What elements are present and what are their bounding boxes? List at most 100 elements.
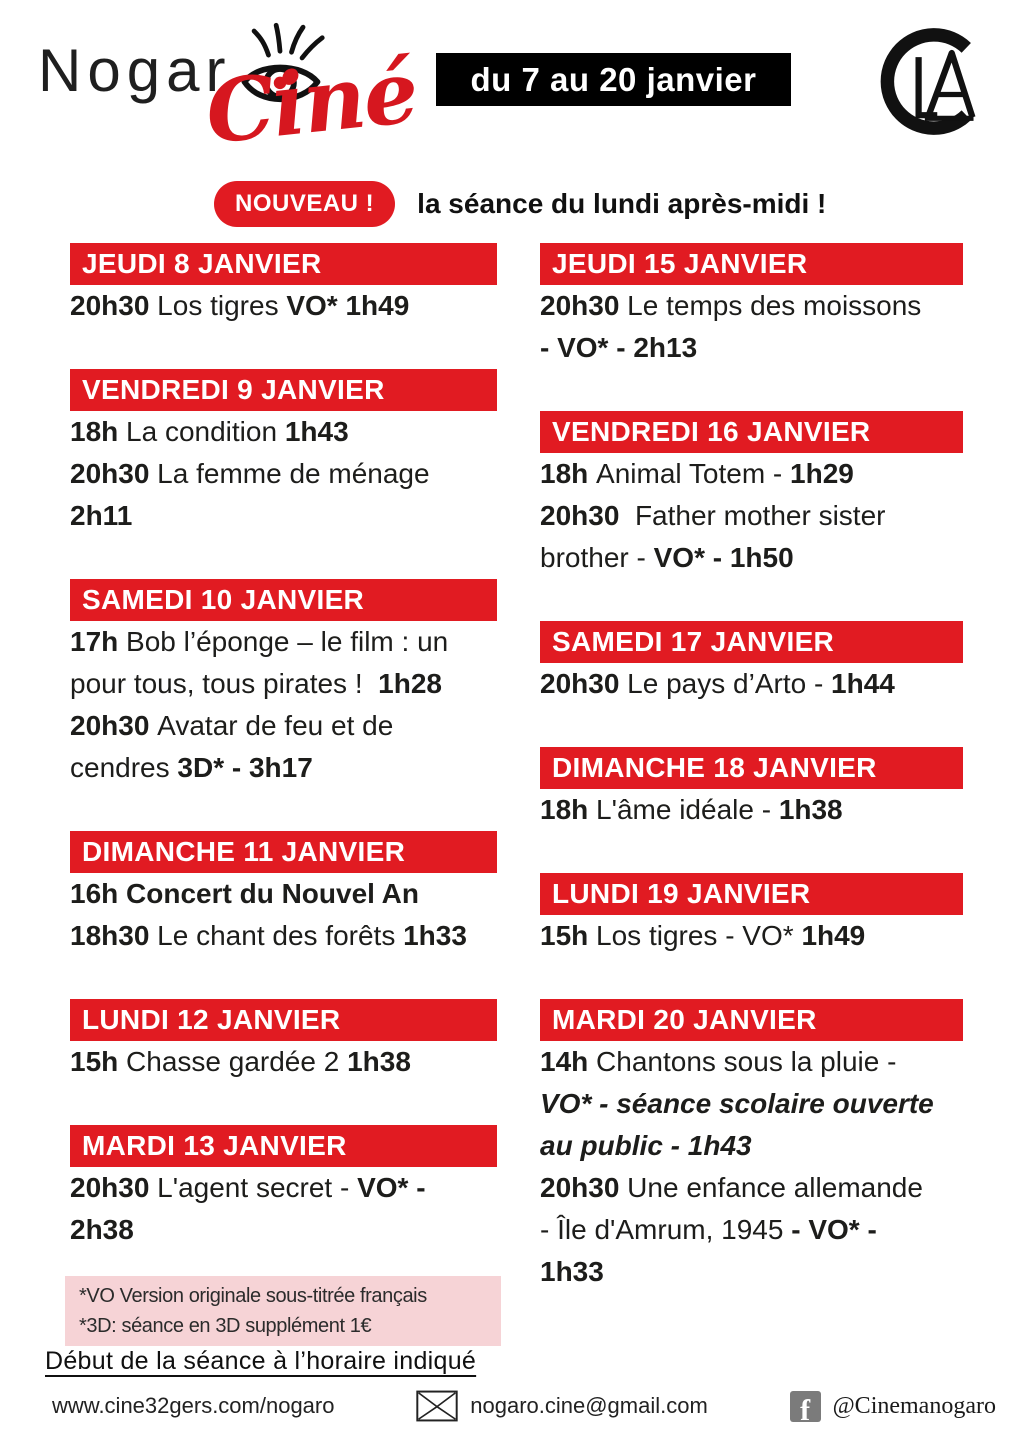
text-segment: Father mother sister <box>634 500 886 531</box>
footer-website: www.cine32gers.com/nogaro <box>52 1393 334 1419</box>
text-segment: L'agent secret - <box>157 1172 358 1203</box>
day-header: SAMEDI 17 JANVIER <box>540 621 963 663</box>
text-segment: VO* - <box>357 1172 426 1203</box>
text-segment: 1h33 <box>403 920 467 951</box>
showtime-line: 20h30 Father mother sister <box>540 495 963 537</box>
showtime-line: 20h30 L'agent secret - VO* - <box>70 1167 497 1209</box>
text-segment: La condition <box>126 416 285 447</box>
showtime-line: brother - VO* - 1h50 <box>540 537 963 579</box>
schedule-columns: JEUDI 8 JANVIER 20h30 Los tigres VO* 1h49… <box>70 243 970 1335</box>
showtime-line: 14h Chantons sous la pluie - <box>540 1041 963 1083</box>
day-header: SAMEDI 10 JANVIER <box>70 579 497 621</box>
text-segment: VO* - séance scolaire ouverte <box>540 1088 934 1119</box>
day-block: LUNDI 12 JANVIER 15h Chasse gardée 2 1h38 <box>70 999 497 1083</box>
text-segment: 20h30 <box>540 668 628 699</box>
footer-facebook: f @Cinemanogaro <box>789 1390 996 1422</box>
eye-icon <box>241 22 325 103</box>
facebook-handle: @Cinemanogaro <box>832 1392 996 1419</box>
text-segment: L'âme idéale - <box>596 794 779 825</box>
showtime-line: 18h La condition 1h43 <box>70 411 497 453</box>
notes-box: *VO Version originale sous-titrée frança… <box>65 1276 501 1346</box>
day-header: MARDI 13 JANVIER <box>70 1125 497 1167</box>
showtime-line: 18h Animal Totem - 1h29 <box>540 453 963 495</box>
day-block: LUNDI 19 JANVIER 15h Los tigres - VO* 1h4… <box>540 873 963 957</box>
text-segment: - VO* - <box>791 1214 877 1245</box>
text-segment: Le pays d’Arto - <box>627 668 832 699</box>
text-segment: 18h30 <box>70 920 158 951</box>
showtime-line: 20h30 Le pays d’Arto - 1h44 <box>540 663 963 705</box>
showtime-line: 20h30 Une enfance allemande <box>540 1167 963 1209</box>
text-segment: 1h49 <box>801 920 866 951</box>
text-segment: 20h30 <box>540 1172 628 1203</box>
text-segment: 20h30 <box>540 290 628 321</box>
text-segment: 2h11 <box>70 500 133 531</box>
day-block: SAMEDI 10 JANVIER 17h Bob l’éponge – le f… <box>70 579 497 789</box>
day-header: VENDREDI 9 JANVIER <box>70 369 497 411</box>
day-block: DIMANCHE 18 JANVIER 18h L'âme idéale - 1h… <box>540 747 963 831</box>
text-segment: 3D* - 3h17 <box>177 752 313 783</box>
text-segment: Animal Totem - <box>596 458 791 489</box>
text-segment: Bob l’éponge – le film : un <box>126 626 449 657</box>
showtime-line: 20h30 Le temps des moissons <box>540 285 963 327</box>
day-block: JEUDI 15 JANVIER 20h30 Le temps des moiss… <box>540 243 963 369</box>
showtime-line: 15h Los tigres - VO* 1h49 <box>540 915 963 957</box>
text-segment: 18h <box>70 416 127 447</box>
schedule-column: JEUDI 8 JANVIER 20h30 Los tigres VO* 1h49… <box>70 243 497 1335</box>
showtime-line: 1h33 <box>540 1251 963 1293</box>
text-segment: 15h <box>540 920 597 951</box>
nouveau-badge: NOUVEAU ! <box>214 181 396 227</box>
showtime-line: 2h38 <box>70 1209 497 1251</box>
text-segment: 20h30 <box>70 1172 158 1203</box>
text-segment: 18h <box>540 794 597 825</box>
text-segment: 14h <box>540 1046 597 1077</box>
email-text: nogaro.cine@gmail.com <box>470 1393 708 1418</box>
cla-monogram-icon <box>880 28 976 135</box>
showtime-line: au public - 1h43 <box>540 1125 963 1167</box>
text-segment: 1h28 <box>378 668 442 699</box>
note-line-3d: *3D: séance en 3D supplément 1€ <box>79 1315 372 1337</box>
showtime-line: 20h30 Avatar de feu et de <box>70 705 497 747</box>
day-block: SAMEDI 17 JANVIER 20h30 Le pays d’Arto - … <box>540 621 963 705</box>
facebook-f-glyph: f <box>800 1393 811 1422</box>
showtime-line: cendres 3D* - 3h17 <box>70 747 497 789</box>
text-segment: 1h33 <box>540 1256 604 1287</box>
text-segment: Le chant des forêts <box>157 920 404 951</box>
facebook-icon: f <box>789 1390 821 1422</box>
text-segment: - Île d'Amrum, 1945 <box>540 1214 792 1245</box>
showtime-line: 17h Bob l’éponge – le film : un <box>70 621 497 663</box>
note-line-vo: *VO Version originale sous-titrée frança… <box>79 1285 427 1307</box>
showtime-line: pour tous, tous pirates ! 1h28 <box>70 663 497 705</box>
text-segment: 1h38 <box>347 1046 411 1077</box>
day-header: JEUDI 8 JANVIER <box>70 243 497 285</box>
text-segment: 16h Concert du Nouvel An <box>70 878 420 909</box>
day-block: VENDREDI 9 JANVIER 18h La condition 1h43 2… <box>70 369 497 537</box>
text-segment: Avatar de feu et de <box>157 710 394 741</box>
showtime-line: 18h L'âme idéale - 1h38 <box>540 789 963 831</box>
text-segment: Chasse gardée 2 <box>126 1046 348 1077</box>
showtime-line: 20h30 La femme de ménage <box>70 453 497 495</box>
showtime-line: - Île d'Amrum, 1945 - VO* - <box>540 1209 963 1251</box>
showtime-line: 15h Chasse gardée 2 1h38 <box>70 1041 497 1083</box>
day-header: LUNDI 12 JANVIER <box>70 999 497 1041</box>
envelope-icon <box>416 1390 458 1422</box>
text-segment: brother - <box>540 542 654 573</box>
text-segment: au public - 1h43 <box>540 1130 752 1161</box>
showtime-line: 16h Concert du Nouvel An <box>70 873 497 915</box>
logo-cine-text: Ciné <box>201 41 422 164</box>
day-block: MARDI 13 JANVIER 20h30 L'agent secret - V… <box>70 1125 497 1251</box>
text-segment: - VO* - 2h13 <box>540 332 698 363</box>
footer-email: nogaro.cine@gmail.com <box>416 1390 708 1422</box>
text-segment: 20h30 <box>70 458 158 489</box>
text-segment: Une enfance allemande <box>627 1172 923 1203</box>
text-segment: 18h <box>540 458 597 489</box>
text-segment: 1h29 <box>790 458 854 489</box>
day-block: VENDREDI 16 JANVIER 18h Animal Totem - 1h… <box>540 411 963 579</box>
text-segment: Los tigres - VO* <box>596 920 802 951</box>
day-block: DIMANCHE 11 JANVIER 16h Concert du Nouvel… <box>70 831 497 957</box>
text-segment: VO* - 1h50 <box>653 542 794 573</box>
day-header: DIMANCHE 18 JANVIER <box>540 747 963 789</box>
showtime-line: 20h30 Los tigres VO* 1h49 <box>70 285 497 327</box>
text-segment: 15h <box>70 1046 127 1077</box>
day-block: MARDI 20 JANVIER 14h Chantons sous la plu… <box>540 999 963 1293</box>
day-header: DIMANCHE 11 JANVIER <box>70 831 497 873</box>
